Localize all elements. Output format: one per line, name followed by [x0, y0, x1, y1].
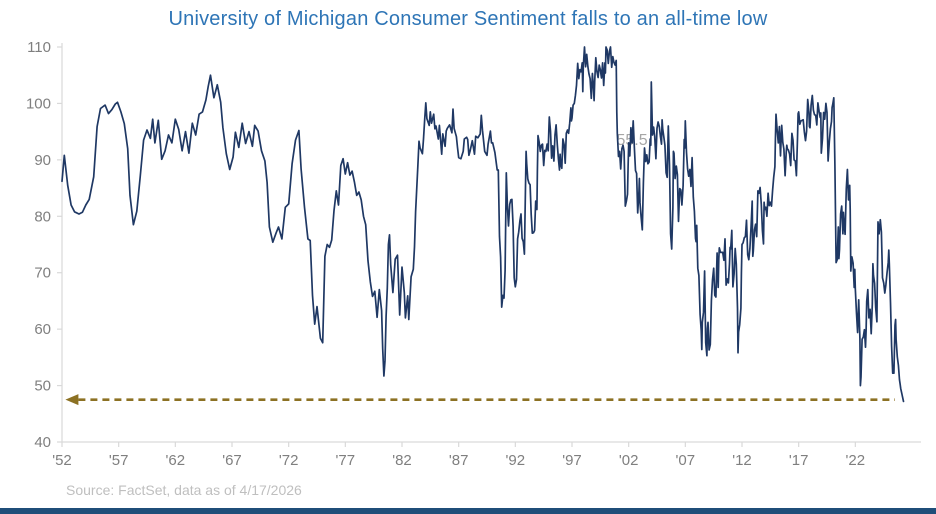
source-note: Source: FactSet, data as of 4/17/2026	[66, 482, 302, 498]
y-tick-label: 40	[34, 434, 51, 451]
y-tick-label: 100	[26, 95, 51, 112]
x-tick-label: '92	[506, 452, 526, 469]
x-tick-label: '62	[166, 452, 186, 469]
y-tick-label: 110	[27, 39, 51, 56]
x-tick-label: '12	[732, 452, 752, 469]
x-tick-label: '22	[846, 452, 866, 469]
x-tick-label: '07	[676, 452, 696, 469]
x-tick-label: '57	[109, 452, 129, 469]
chart-title: University of Michigan Consumer Sentimen…	[168, 8, 768, 30]
arrow-head-icon	[65, 394, 79, 406]
y-tick-label: 50	[34, 378, 51, 395]
x-tick-label: '02	[619, 452, 639, 469]
y-tick-label: 60	[34, 321, 51, 338]
y-tick-label: 70	[34, 265, 51, 282]
x-tick-label: '82	[392, 452, 412, 469]
x-tick-label: '97	[562, 452, 582, 469]
x-tick-label: '67	[222, 452, 242, 469]
x-tick-label: '72	[279, 452, 299, 469]
y-tick-label: 90	[34, 152, 51, 169]
x-tick-label: '52	[52, 452, 72, 469]
x-tick-label: '17	[789, 452, 809, 469]
x-tick-label: '77	[336, 452, 356, 469]
y-tick-label: 80	[34, 208, 51, 225]
footer-accent-bar	[0, 508, 936, 514]
x-tick-label: '87	[449, 452, 469, 469]
sentiment-line	[61, 46, 905, 403]
